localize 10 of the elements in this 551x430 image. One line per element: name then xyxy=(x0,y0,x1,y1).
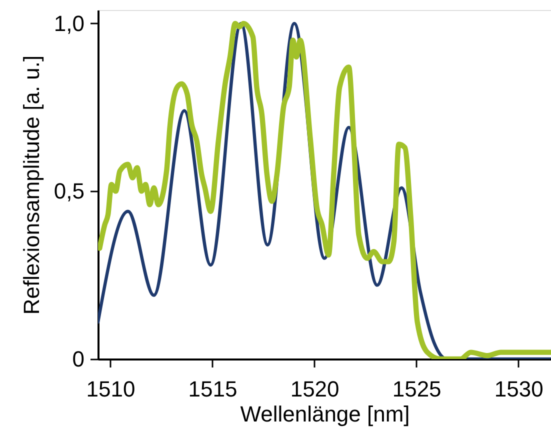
x-axis-title: Wellenlänge [nm] xyxy=(240,402,410,426)
y-tick-label: 0 xyxy=(72,346,84,372)
x-tick-label: 1530 xyxy=(494,376,544,402)
x-tick-label: 1515 xyxy=(188,376,238,402)
y-tick-label: 1,0 xyxy=(54,10,84,36)
x-tick-label: 1510 xyxy=(86,376,136,402)
y-axis-title: Reflexionsamplitude [a. u.] xyxy=(18,55,44,315)
y-tick-label: 0,5 xyxy=(54,178,84,204)
x-tick-label: 1525 xyxy=(392,376,442,402)
x-tick-label: 1520 xyxy=(290,376,340,402)
